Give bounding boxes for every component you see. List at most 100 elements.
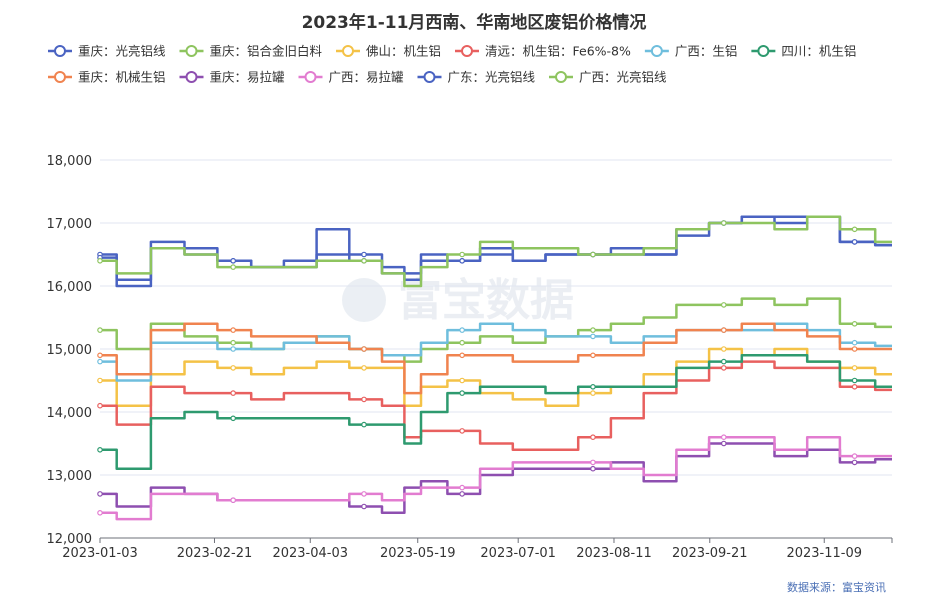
plot-series [97,215,892,521]
data-point [97,402,103,409]
legend-item[interactable]: 重庆：光亮铝线 [48,44,166,59]
y-tick-label: 12,000 [47,532,93,547]
legend-item[interactable]: 重庆：易拉罐 [179,70,286,85]
series-line [100,215,892,288]
legend-label: 重庆：机械生铝 [78,70,166,85]
data-point [459,377,465,384]
legend-label: 广西：生铝 [675,44,738,59]
data-point [459,352,465,359]
series-line [100,322,892,395]
data-point [720,220,727,226]
data-point [361,257,367,264]
data-point [230,390,236,396]
series-8 [97,440,892,515]
y-tick-label: 18,000 [47,154,93,169]
data-point [720,327,727,333]
data-point [361,365,367,371]
series-11 [97,215,892,288]
series-7 [97,322,892,395]
series-line [100,435,892,521]
series-9 [97,434,892,521]
watermark-text: 富宝数据 [398,275,574,326]
legend-marker-icon [555,71,568,83]
legend-label: 重庆：铝合金旧白料 [210,44,323,59]
data-point [851,226,858,233]
data-point [720,434,727,441]
legend-item[interactable]: 重庆：铝合金旧白料 [179,44,323,59]
data-point [851,365,858,371]
data-point [361,396,367,403]
data-point [851,383,858,390]
series-line [100,215,892,281]
data-point [851,346,858,352]
y-tick-label: 16,000 [47,280,93,295]
data-point [590,390,596,396]
data-point [230,346,236,352]
data-point [361,346,367,352]
data-point [590,459,596,466]
data-point [720,358,727,365]
series-6 [97,354,892,470]
data-point [459,251,465,258]
data-point [97,257,103,264]
legend-item[interactable]: 清远：机生铝：Fe6%-8% [455,44,631,59]
data-point [590,465,596,472]
legend-marker-icon [461,45,474,57]
data-point [459,390,465,396]
x-axis: 2023-01-03 2023-02-21 2023-04-03 2023-05-19… [62,537,893,561]
data-point [97,358,103,365]
series-line [100,322,892,382]
legend-item[interactable]: 广西：易拉罐 [298,70,405,85]
y-axis: 12,000 13,000 14,000 15,000 16,000 17,000 18,0… [47,154,93,547]
data-point [459,257,465,264]
data-point [851,453,858,459]
data-point [459,327,465,333]
legend-item[interactable]: 佛山：机生铝 [336,44,441,59]
data-point [230,365,236,371]
data-point [361,491,367,497]
y-tick-label: 13,000 [47,469,93,484]
legend-item[interactable]: 四川：机生铝 [751,44,856,59]
data-point [97,352,103,359]
chart-title: 2023年1-11月西南、华南地区废铝价格情况 [302,12,647,33]
legend-item[interactable]: 广西：生铝 [644,44,738,59]
legend-label: 清远：机生铝：Fe6%-8% [485,44,631,59]
data-point [720,302,727,308]
legend-marker-icon [423,71,436,83]
legend-marker-icon [342,45,355,57]
legend-marker-icon [54,45,66,57]
data-point [361,251,367,258]
data-point [851,339,858,346]
legend-label: 广东：光亮铝线 [448,70,536,85]
data-point [459,339,465,346]
watermark-logo-icon [342,278,386,322]
data-point [590,333,596,340]
y-tick-label: 14,000 [47,406,93,421]
data-point [361,421,367,428]
data-point [230,327,236,333]
data-point [97,509,103,516]
data-point [230,264,236,270]
data-point [97,377,103,384]
legend-item[interactable]: 广东：光亮铝线 [417,70,536,85]
series-line [100,360,892,452]
legend-marker-icon [185,71,198,83]
data-point [851,239,858,245]
legend: 重庆：光亮铝线 重庆：铝合金旧白料 佛山：机生铝 清远：机生铝：Fe6%-8% 广西：生… [48,44,856,85]
series-5 [97,322,892,382]
series-line [100,347,892,407]
legend-label: 四川：机生铝 [781,44,856,59]
data-point [720,346,727,352]
x-tick-label: 2023-02-21 [177,546,253,561]
series-line [100,297,892,363]
data-point [361,503,367,510]
data-point [851,320,858,327]
x-tick-label: 2023-08-11 [576,546,652,561]
legend-marker-icon [54,71,66,83]
y-tick-label: 17,000 [47,217,93,232]
legend-marker-icon [185,45,198,57]
legend-item[interactable]: 重庆：机械生铝 [48,70,166,85]
legend-item[interactable]: 广西：光亮铝线 [549,70,667,85]
x-tick-label: 2023-09-21 [672,546,748,561]
data-point [459,491,465,497]
